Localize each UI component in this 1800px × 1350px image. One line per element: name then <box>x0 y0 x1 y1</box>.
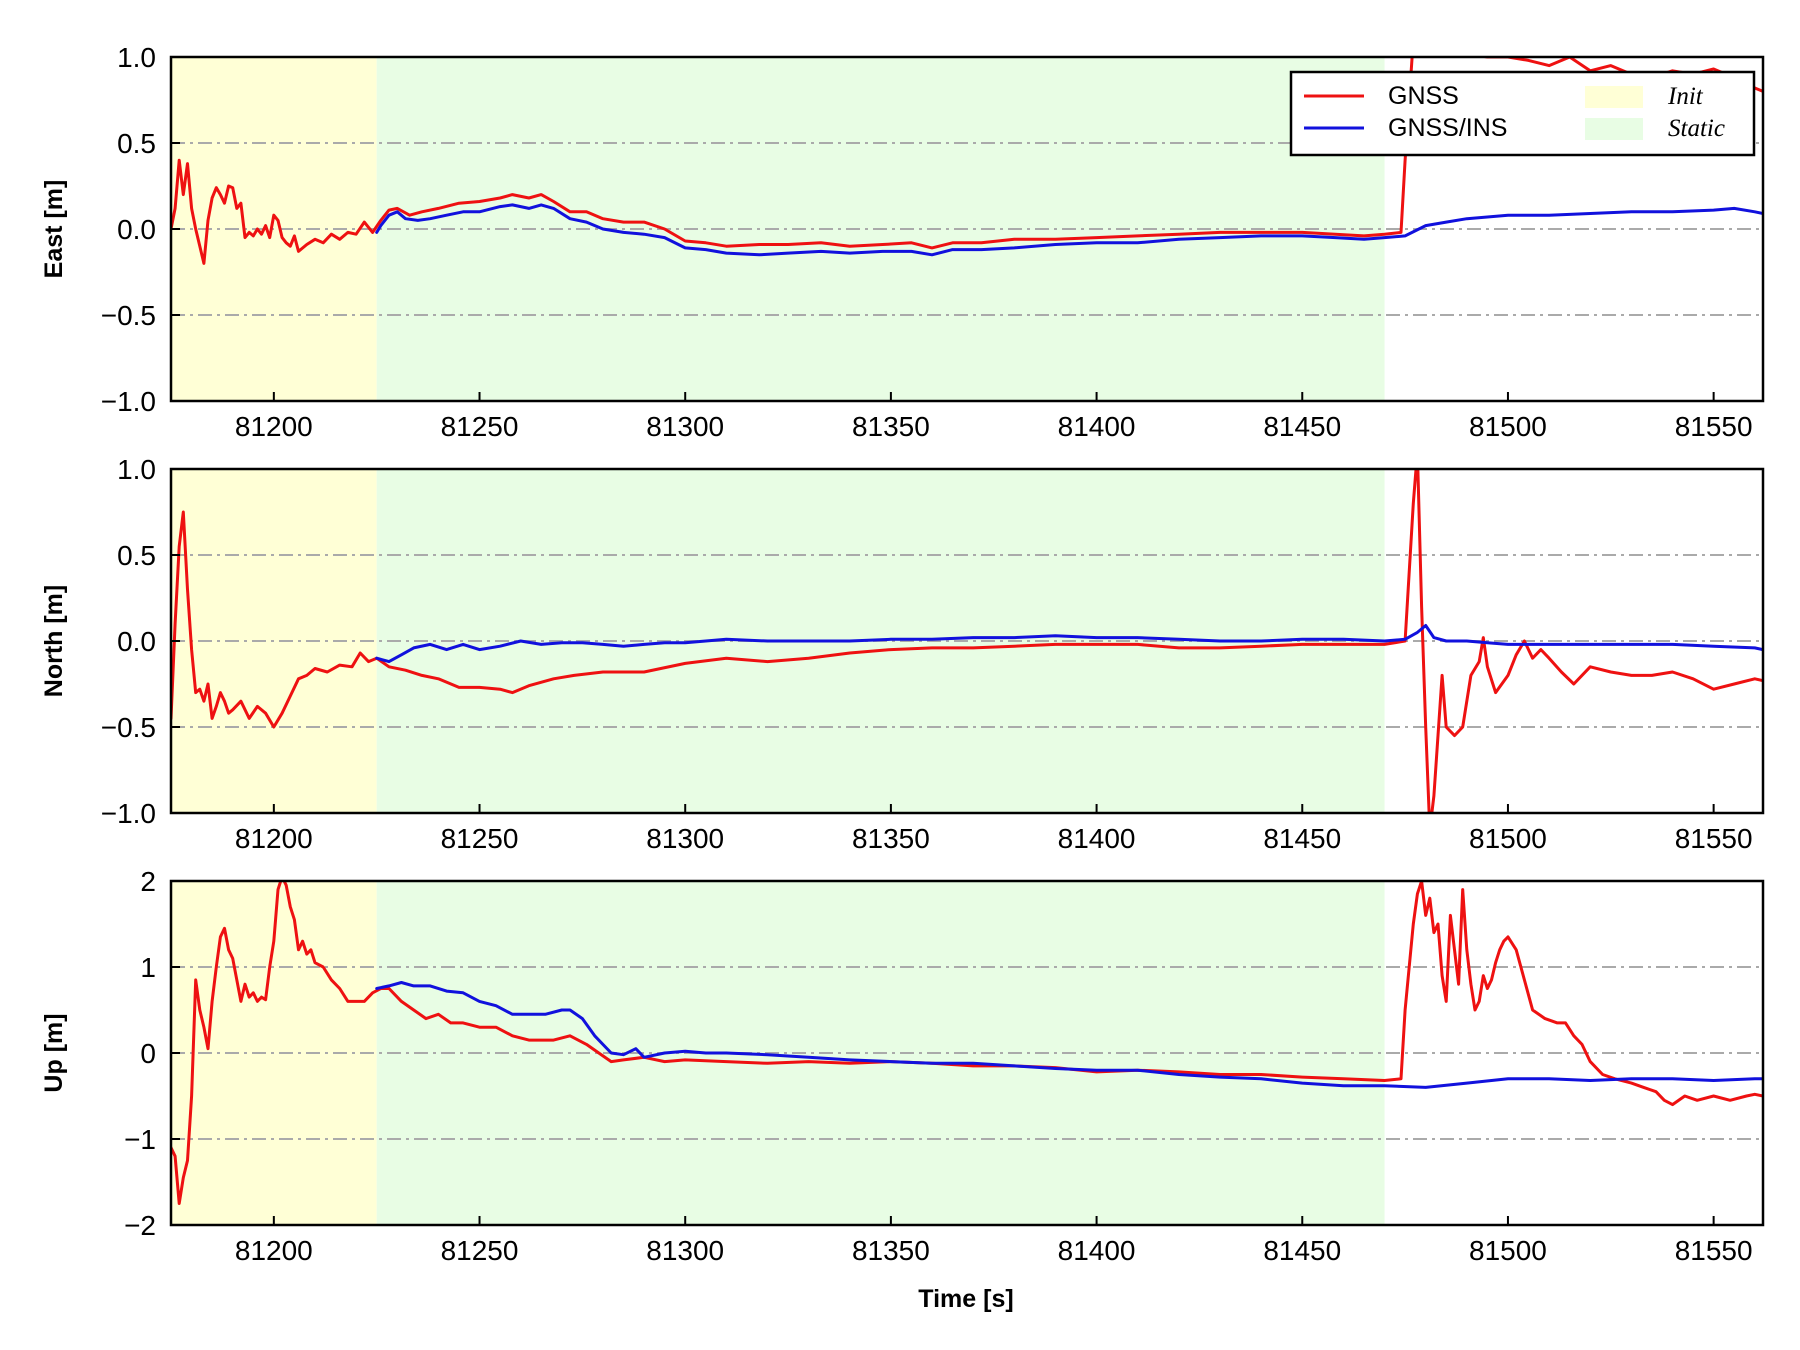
x-tick-label: 81250 <box>441 823 519 854</box>
x-tick-label: 81200 <box>235 1235 313 1266</box>
panel-3: 81200 81250 81300 81350 81400 81450 81500 81550… <box>40 866 1765 1266</box>
y-tick-label: 1 <box>140 952 156 983</box>
x-tick-label: 81300 <box>646 1235 724 1266</box>
x-tick-label: 81350 <box>852 823 930 854</box>
y-tick-label: −0.5 <box>101 300 156 331</box>
x-tick-label: 81300 <box>646 411 724 442</box>
y-tick-label: 0.0 <box>117 214 156 245</box>
series-line-gnss-ins <box>375 981 1763 1089</box>
legend-swatch-init <box>1585 86 1643 108</box>
y-tick-label: −2 <box>124 1210 156 1241</box>
x-tick-label: 81400 <box>1058 411 1136 442</box>
y-axis-label: East [m] <box>40 180 68 279</box>
x-tick-label: 81500 <box>1469 411 1547 442</box>
legend-swatch-static <box>1585 118 1643 140</box>
y-tick-label: −0.5 <box>101 712 156 743</box>
x-tick-label: 81550 <box>1675 1235 1753 1266</box>
y-tick-label: 0 <box>140 1038 156 1069</box>
x-tick-label: 81300 <box>646 823 724 854</box>
x-tick-label: 81350 <box>852 1235 930 1266</box>
y-tick-label: 0.5 <box>117 540 156 571</box>
panel-2: 81200 81250 81300 81350 81400 81450 81500 81550… <box>40 454 1765 854</box>
y-axis-label: Up [m] <box>40 1013 68 1092</box>
y-tick-label: 2 <box>140 866 156 897</box>
y-tick-label: 1.0 <box>117 42 156 73</box>
y-tick-label: 1.0 <box>117 454 156 485</box>
x-tick-label: 81200 <box>235 823 313 854</box>
series-line-gnss <box>171 469 1763 813</box>
x-tick-label: 81450 <box>1263 1235 1341 1266</box>
panel-1: 81200 81250 81300 81350 81400 81450 81500 81550… <box>40 42 1765 442</box>
x-tick-label: 81400 <box>1058 823 1136 854</box>
series-line-gnss-ins <box>375 624 1763 664</box>
chart-legend: GNSS GNSS/INS Init Static <box>1289 70 1756 157</box>
x-tick-label: 81250 <box>441 1235 519 1266</box>
legend-label: GNSS <box>1388 82 1459 110</box>
legend-box <box>1289 70 1756 157</box>
x-tick-label: 81450 <box>1263 823 1341 854</box>
series-line-gnss <box>171 57 1414 265</box>
x-tick-label: 81500 <box>1469 823 1547 854</box>
x-tick-label: 81200 <box>235 411 313 442</box>
x-tick-label: 81250 <box>441 411 519 442</box>
series-group <box>171 469 1763 813</box>
y-tick-label: −1.0 <box>101 386 156 417</box>
series-line-gnss <box>171 881 1763 1205</box>
y-axis-label: North [m] <box>40 585 68 697</box>
series-line-gnss-ins <box>375 203 1763 257</box>
x-tick-label: 81450 <box>1263 411 1341 442</box>
y-tick-label: −1 <box>124 1124 156 1155</box>
chart-panels: 81200 81250 81300 81350 81400 81450 81500 81550… <box>40 42 1765 1266</box>
x-tick-label: 81550 <box>1675 411 1753 442</box>
legend-label: Init <box>1667 83 1704 110</box>
x-tick-label: 81350 <box>852 411 930 442</box>
x-tick-label: 81400 <box>1058 1235 1136 1266</box>
legend-label: GNSS/INS <box>1388 114 1507 142</box>
y-tick-label: 0.0 <box>117 626 156 657</box>
y-tick-label: 0.5 <box>117 128 156 159</box>
x-tick-label: 81550 <box>1675 823 1753 854</box>
legend-label: Static <box>1668 115 1725 142</box>
series-group <box>171 881 1763 1205</box>
x-tick-label: 81500 <box>1469 1235 1547 1266</box>
x-axis-label: Time [s] <box>918 1285 1013 1313</box>
y-tick-label: −1.0 <box>101 798 156 829</box>
